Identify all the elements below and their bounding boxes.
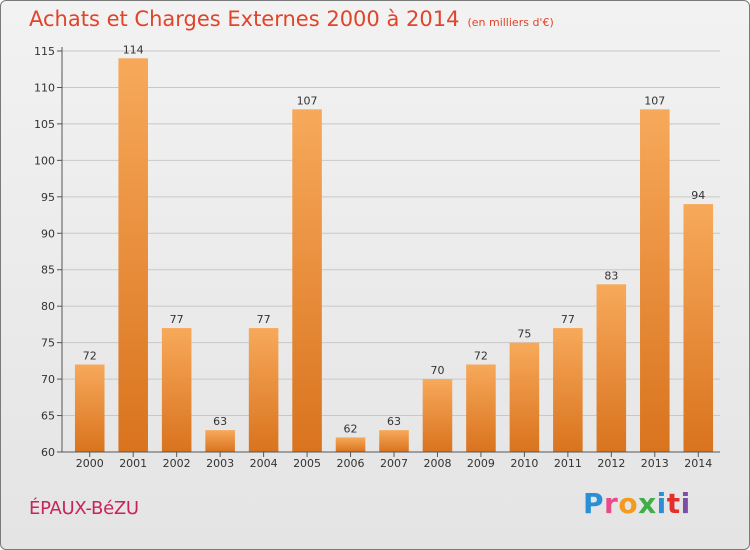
logo-letter: r bbox=[604, 487, 619, 520]
value-label-2005: 107 bbox=[297, 94, 318, 107]
bar-2005 bbox=[292, 109, 322, 452]
value-label-2012: 83 bbox=[604, 269, 618, 282]
y-tick-label: 65 bbox=[41, 410, 55, 423]
logo-letter: P bbox=[583, 487, 605, 520]
y-tick-label: 95 bbox=[41, 191, 55, 204]
y-tick-label: 80 bbox=[41, 300, 55, 313]
value-label-2000: 72 bbox=[83, 350, 97, 363]
bar-2011 bbox=[553, 328, 583, 452]
y-tick-label: 90 bbox=[41, 227, 55, 240]
logo-letter: t bbox=[666, 487, 681, 520]
value-label-2004: 77 bbox=[257, 313, 271, 326]
value-label-2014: 94 bbox=[691, 189, 705, 202]
axes: 60 65 70 75 80 85 90 95 100 105 110 115 2000 2001 2002… bbox=[34, 45, 720, 470]
x-tick-label-2003: 2003 bbox=[206, 457, 234, 470]
commune-name: ÉPAUX-BéZU bbox=[29, 498, 139, 519]
y-tick-label: 85 bbox=[41, 264, 55, 277]
y-tick-label: 105 bbox=[34, 118, 55, 131]
bar-2002 bbox=[161, 328, 192, 452]
bar-2004 bbox=[248, 328, 279, 452]
logo-letter: x bbox=[638, 487, 657, 520]
x-tick-label-2014: 2014 bbox=[684, 457, 712, 470]
value-label-2007: 63 bbox=[387, 415, 401, 428]
chart-title: Achats et Charges Externes 2000 à 2014 (e… bbox=[29, 7, 554, 31]
y-tick-label: 75 bbox=[41, 337, 55, 350]
bar-2009 bbox=[466, 364, 496, 452]
logo-letter: i bbox=[656, 487, 667, 520]
bar-2000 bbox=[74, 364, 105, 452]
bar-2008 bbox=[422, 379, 453, 452]
bar-2003 bbox=[205, 430, 235, 452]
bar-2013 bbox=[640, 109, 670, 452]
x-tick-label-2011: 2011 bbox=[554, 457, 582, 470]
bar-2012 bbox=[596, 284, 627, 452]
x-tick-label-2005: 2005 bbox=[293, 457, 321, 470]
y-tick-label: 70 bbox=[41, 373, 55, 386]
x-tick-label-2000: 2000 bbox=[76, 457, 104, 470]
value-label-2013: 107 bbox=[644, 94, 665, 107]
x-tick-label-2008: 2008 bbox=[423, 457, 451, 470]
value-label-2002: 77 bbox=[170, 313, 184, 326]
y-tick-label: 100 bbox=[34, 154, 55, 167]
chart-title-text: Achats et Charges Externes 2000 à 2014 bbox=[29, 7, 460, 31]
value-label-2001: 114 bbox=[123, 43, 144, 56]
y-tick-label: 60 bbox=[41, 446, 55, 459]
x-tick-label-2001: 2001 bbox=[119, 457, 147, 470]
x-tick-label-2004: 2004 bbox=[250, 457, 278, 470]
x-tick-label-2012: 2012 bbox=[597, 457, 625, 470]
bar-2007 bbox=[379, 430, 409, 452]
value-label-2008: 70 bbox=[430, 364, 444, 377]
x-tick-label-2013: 2013 bbox=[641, 457, 669, 470]
bar-2014 bbox=[683, 204, 714, 452]
bar-2010 bbox=[509, 342, 540, 452]
x-tick-label-2006: 2006 bbox=[337, 457, 365, 470]
logo-letter: i bbox=[680, 487, 691, 520]
x-tick-label-2002: 2002 bbox=[163, 457, 191, 470]
value-label-2011: 77 bbox=[561, 313, 575, 326]
value-label-2010: 75 bbox=[517, 328, 531, 341]
x-tick-label-2010: 2010 bbox=[510, 457, 538, 470]
chart-unit: (en milliers d'€) bbox=[467, 16, 554, 29]
bar-2001 bbox=[118, 58, 148, 453]
value-label-2006: 62 bbox=[344, 422, 358, 435]
y-tick-label: 115 bbox=[34, 45, 55, 58]
y-tick-label: 110 bbox=[34, 81, 55, 94]
value-labels: 72 114 77 63 77 107 62 63 70 72 75 77 83 107 94 bbox=[83, 43, 706, 435]
logo-letter: o bbox=[618, 487, 639, 520]
bars bbox=[74, 58, 714, 453]
x-tick-label-2009: 2009 bbox=[467, 457, 495, 470]
value-label-2009: 72 bbox=[474, 350, 488, 363]
bar-2006 bbox=[335, 437, 366, 452]
x-tick-label-2007: 2007 bbox=[380, 457, 408, 470]
value-label-2003: 63 bbox=[213, 415, 227, 428]
proxiti-logo: Proxiti bbox=[583, 487, 691, 520]
